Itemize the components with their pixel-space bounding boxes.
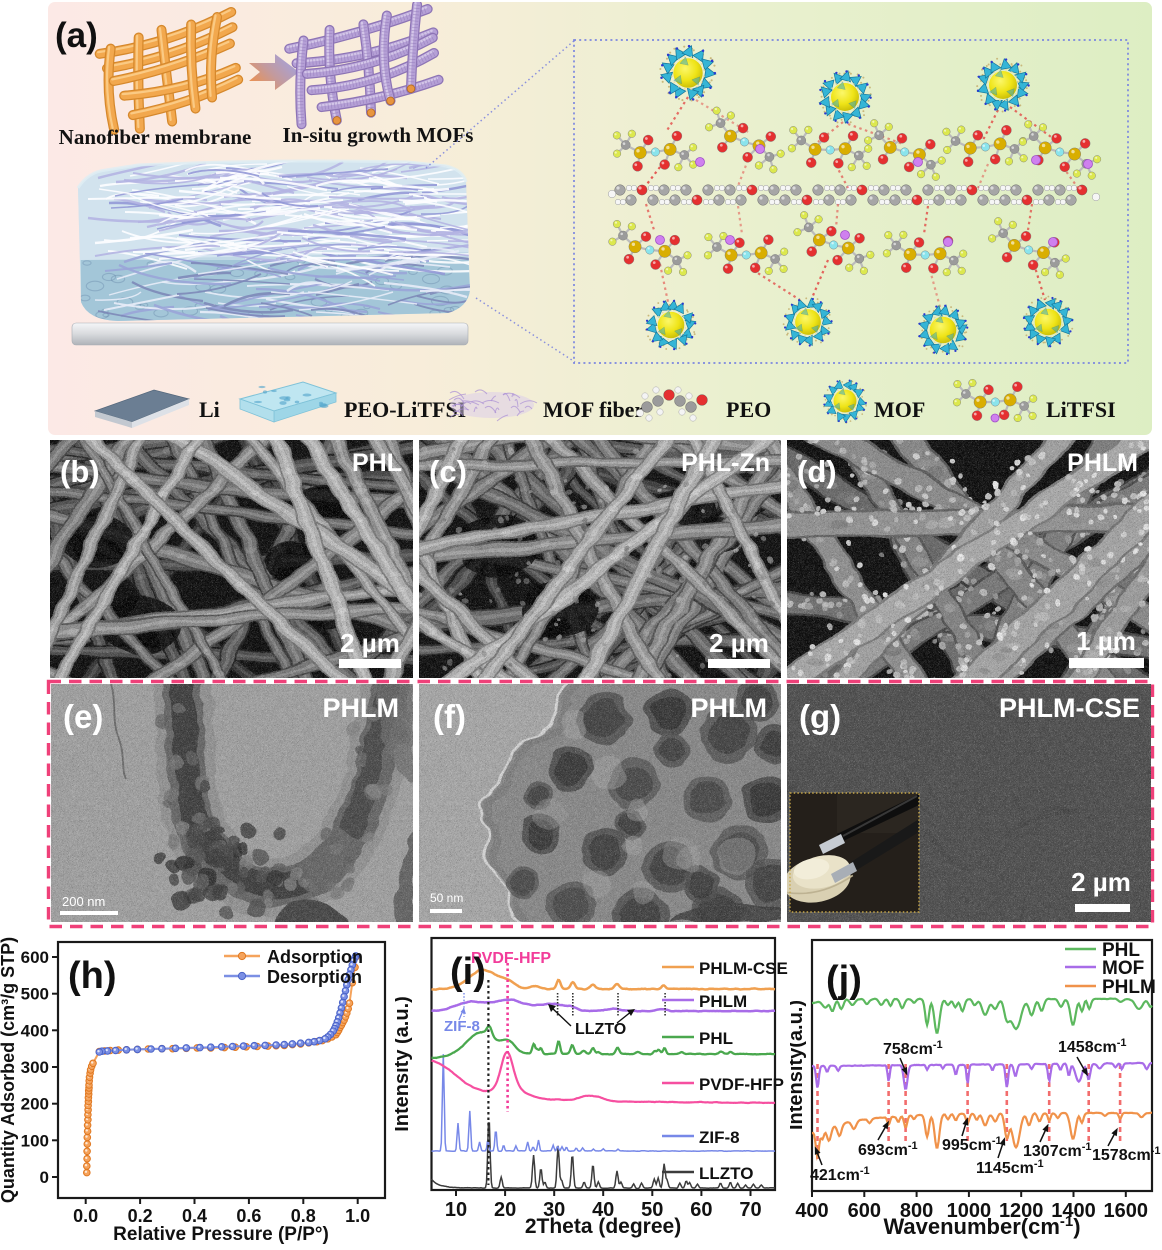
- svg-text:Desorption: Desorption: [267, 967, 362, 987]
- svg-text:Li: Li: [199, 397, 220, 422]
- svg-text:500: 500: [21, 985, 49, 1004]
- svg-text:100: 100: [21, 1131, 49, 1150]
- svg-text:(i): (i): [450, 951, 486, 993]
- svg-text:1307cm-1: 1307cm-1: [1023, 1141, 1092, 1160]
- svg-text:800: 800: [900, 1200, 933, 1222]
- svg-text:758cm-1: 758cm-1: [883, 1039, 943, 1058]
- svg-text:421cm-1: 421cm-1: [810, 1165, 870, 1184]
- svg-text:0.4: 0.4: [182, 1206, 207, 1226]
- svg-text:1400: 1400: [1051, 1200, 1096, 1222]
- svg-text:PEO-LiTFSI: PEO-LiTFSI: [344, 397, 466, 422]
- svg-text:(b): (b): [60, 454, 100, 489]
- svg-text:2 µm: 2 µm: [340, 628, 400, 658]
- svg-text:1600: 1600: [1104, 1200, 1149, 1222]
- svg-text:Intensity (a.u.): Intensity (a.u.): [395, 996, 413, 1132]
- svg-text:PHL: PHL: [1102, 940, 1140, 961]
- svg-text:(h): (h): [68, 955, 117, 997]
- svg-text:MOF fiber: MOF fiber: [543, 397, 644, 422]
- svg-text:PHLM: PHLM: [1067, 449, 1138, 477]
- svg-text:0.2: 0.2: [128, 1206, 153, 1226]
- svg-text:0.6: 0.6: [236, 1206, 261, 1226]
- svg-text:600: 600: [21, 948, 49, 967]
- svg-text:MOF: MOF: [1102, 958, 1144, 979]
- svg-text:400: 400: [21, 1021, 49, 1040]
- svg-text:(d): (d): [797, 454, 837, 489]
- svg-text:(a): (a): [55, 16, 98, 55]
- svg-text:Wavenumber(cm-1): Wavenumber(cm-1): [883, 1213, 1080, 1239]
- svg-text:1200: 1200: [999, 1200, 1044, 1222]
- svg-text:50: 50: [641, 1199, 663, 1221]
- svg-text:20: 20: [494, 1199, 516, 1221]
- svg-text:(f): (f): [433, 698, 466, 735]
- svg-text:PHLM-CSE: PHLM-CSE: [699, 959, 788, 978]
- svg-text:1000: 1000: [947, 1200, 992, 1222]
- svg-text:30: 30: [543, 1199, 565, 1221]
- svg-text:ZIF-8: ZIF-8: [444, 1018, 480, 1035]
- svg-text:In-situ growth MOFs: In-situ growth MOFs: [283, 123, 474, 147]
- svg-text:600: 600: [848, 1200, 881, 1222]
- svg-text:40: 40: [592, 1199, 614, 1221]
- svg-text:MOF: MOF: [874, 397, 925, 422]
- svg-text:2 µm: 2 µm: [1071, 867, 1131, 897]
- svg-text:PVDF-HFP: PVDF-HFP: [699, 1075, 784, 1094]
- svg-text:ZIF-8: ZIF-8: [699, 1128, 740, 1147]
- svg-text:300: 300: [21, 1058, 49, 1077]
- svg-text:70: 70: [739, 1199, 761, 1221]
- svg-text:1 µm: 1 µm: [1076, 626, 1136, 656]
- svg-text:(e): (e): [63, 698, 103, 735]
- svg-text:LLZTO: LLZTO: [575, 1021, 626, 1038]
- svg-text:PHLM: PHLM: [323, 693, 400, 723]
- svg-text:693cm-1: 693cm-1: [858, 1140, 918, 1159]
- svg-text:200: 200: [21, 1095, 49, 1114]
- svg-text:(g): (g): [799, 698, 841, 735]
- svg-text:0: 0: [40, 1168, 49, 1187]
- svg-text:(j): (j): [826, 959, 862, 1001]
- svg-text:1458cm-1: 1458cm-1: [1058, 1037, 1127, 1056]
- svg-text:PVDF-HFP: PVDF-HFP: [471, 950, 551, 967]
- svg-text:0.8: 0.8: [291, 1206, 316, 1226]
- svg-text:LLZTO: LLZTO: [699, 1164, 753, 1183]
- svg-text:PHLM: PHLM: [691, 693, 768, 723]
- svg-text:(c): (c): [429, 454, 467, 489]
- svg-text:200 nm: 200 nm: [62, 894, 105, 909]
- svg-text:1578cm-1: 1578cm-1: [1092, 1145, 1161, 1164]
- svg-text:2Theta (degree): 2Theta (degree): [525, 1215, 681, 1238]
- svg-text:50 nm: 50 nm: [430, 891, 463, 905]
- svg-text:60: 60: [690, 1199, 712, 1221]
- svg-text:PHLM: PHLM: [699, 992, 747, 1011]
- svg-text:Intensity(a.u.): Intensity(a.u.): [790, 1000, 807, 1130]
- svg-text:0.0: 0.0: [73, 1206, 98, 1226]
- svg-text:Adsorption: Adsorption: [267, 947, 363, 967]
- svg-text:2 µm: 2 µm: [709, 628, 769, 658]
- svg-text:1.0: 1.0: [345, 1206, 370, 1226]
- svg-text:1145cm-1: 1145cm-1: [976, 1158, 1044, 1177]
- svg-text:PHLM: PHLM: [1102, 977, 1156, 998]
- svg-text:PHL-Zn: PHL-Zn: [681, 449, 770, 477]
- svg-text:PHLM-CSE: PHLM-CSE: [999, 693, 1140, 723]
- svg-text:400: 400: [795, 1200, 828, 1222]
- svg-text:LiTFSI: LiTFSI: [1046, 397, 1116, 422]
- svg-text:10: 10: [445, 1199, 467, 1221]
- svg-text:PEO: PEO: [726, 397, 771, 422]
- svg-text:Relative Pressure (P/P°): Relative Pressure (P/P°): [113, 1224, 329, 1245]
- svg-text:PHL: PHL: [699, 1029, 733, 1048]
- svg-text:Nanofiber membrane: Nanofiber membrane: [59, 125, 252, 149]
- svg-text:PHL: PHL: [352, 449, 402, 477]
- svg-text:Quantity Adsorbed (cm³/g STP): Quantity Adsorbed (cm³/g STP): [0, 937, 18, 1203]
- svg-text:995cm-1: 995cm-1: [942, 1135, 1002, 1154]
